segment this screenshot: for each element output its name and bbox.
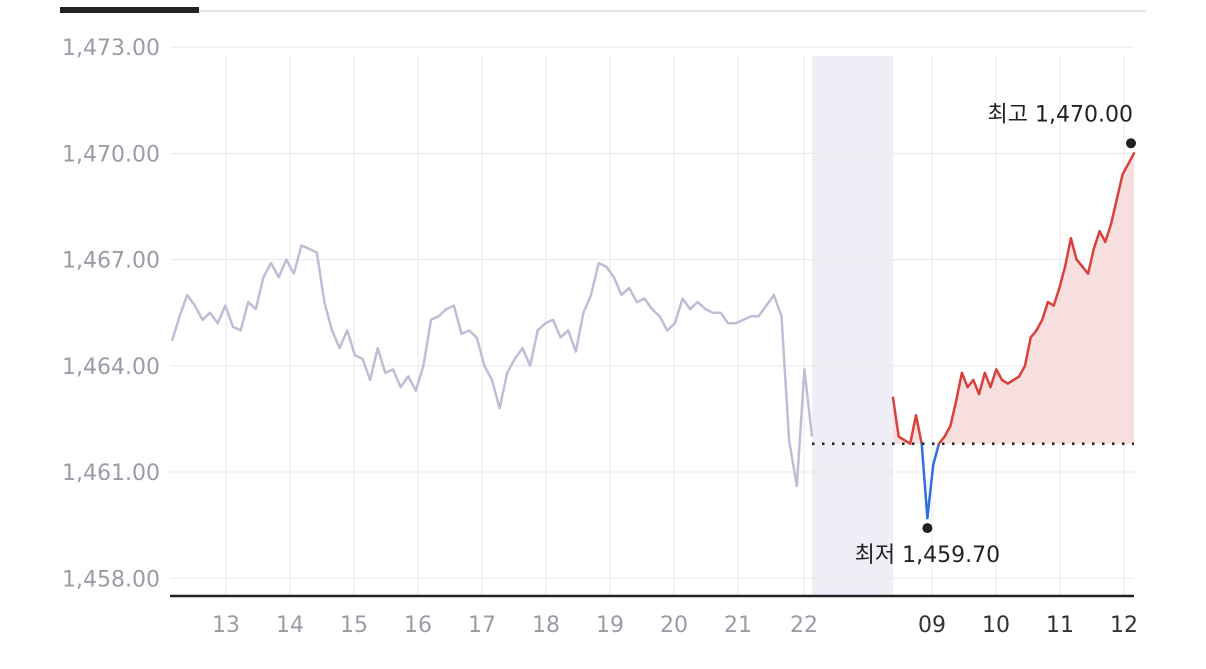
session-gap [812,56,893,596]
current-segment-rise [1075,258,1084,268]
current-segment-rise [1092,229,1101,251]
y-tick-label: 1,470.00 [62,142,160,167]
y-tick-label: 1,467.00 [62,249,160,274]
current-segment-rise [960,371,969,389]
current-segment-rise [914,414,923,445]
current-segment-rise [966,378,975,389]
current-segment-rise [1086,247,1096,275]
current-segment-rise [1115,173,1124,201]
previous-period-series [170,244,814,488]
x-tick-label: 15 [340,613,368,638]
x-tick-label: 20 [660,613,688,638]
x-tick-label: 16 [404,613,432,638]
y-tick-label: 1,461.00 [62,461,160,486]
current-segment-rise [943,424,952,438]
x-tick-label: 17 [468,613,496,638]
current-segment-rise [1029,329,1038,339]
current-segment-rise [1127,152,1136,166]
x-tick-label-current: 11 [1046,613,1074,638]
x-tick-label: 14 [276,613,304,638]
current-segment-rise [949,399,958,428]
current-segment-fall [920,442,929,520]
high-point-marker [1126,138,1136,149]
current-segment-rise [954,371,964,403]
current-segment-rise [983,371,992,389]
current-segment-rise [937,435,946,445]
current-segment-fall [926,463,935,520]
current-segment-fall [931,442,941,467]
low-annotation: 최저 1,459.70 [855,543,1000,568]
low-point-marker [922,523,933,534]
current-segment-rise [1109,198,1119,226]
current-segment-rise [989,368,998,389]
current-segment-rise [1121,162,1130,176]
x-tick-label-current: 09 [918,613,946,638]
x-tick-label-current: 10 [982,613,1010,638]
current-segment-rise [1023,336,1032,368]
tab-indicator[interactable] [60,7,199,13]
current-period-area [893,153,1134,444]
current-segment-rise [1069,237,1078,261]
current-segment-rise [1058,265,1067,290]
x-tick-label: 18 [532,613,560,638]
current-segment-rise [995,368,1004,382]
x-tick-label: 19 [596,613,624,638]
current-segment-rise [908,414,918,445]
x-tick-label: 13 [212,613,240,638]
y-tick-label: 1,473.00 [62,36,160,61]
current-segment-rise [1017,364,1027,378]
y-tick-label: 1,464.00 [62,355,160,380]
tab-track [60,10,1146,12]
current-segment-rise [1104,222,1113,244]
current-segment-rise [1063,237,1073,268]
y-tick-label: 1,458.00 [62,567,160,592]
current-segment-rise [891,396,900,438]
current-segment-rise [1040,300,1050,322]
current-segment-rise [977,371,987,396]
x-tick-label: 21 [724,613,752,638]
x-tick-label-current: 12 [1110,613,1138,638]
current-segment-rise [1052,286,1061,307]
high-annotation: 최고 1,470.00 [988,102,1133,127]
current-segment-rise [972,378,981,396]
x-tick-label: 22 [790,613,818,638]
current-segment-rise [1098,229,1107,244]
current-segment-rise [1035,318,1044,332]
